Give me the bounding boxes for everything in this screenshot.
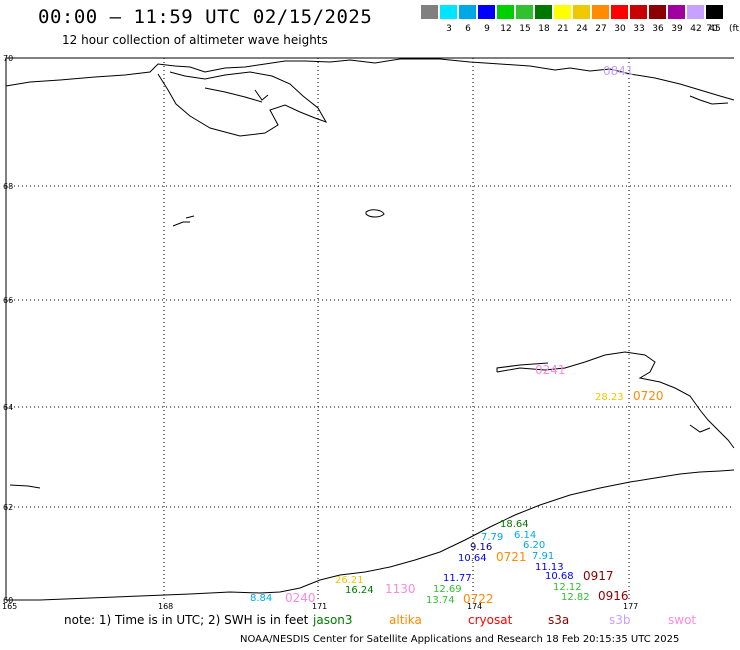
scale-swatch (630, 5, 647, 19)
latitude-label: 64 (3, 403, 13, 412)
wave-height-label: 0917 (583, 569, 614, 583)
scale-swatch (611, 5, 628, 19)
mission-altika: altika (389, 613, 422, 627)
scale-label: 12 (500, 24, 512, 34)
scale-swatch (497, 5, 514, 19)
wave-height-label: 18.64 (500, 519, 529, 530)
scale-swatch (687, 5, 704, 19)
scale-label: 36 (652, 24, 664, 34)
scale-swatch (421, 5, 438, 19)
scale-label: 15 (519, 24, 531, 34)
map-frame (5, 57, 734, 600)
mission-s3b: s3b (609, 613, 631, 627)
wave-height-label: 10.68 (545, 571, 574, 582)
wave-height-label: 13.74 (426, 595, 455, 606)
scale-label: 9 (484, 24, 490, 34)
scale-label: 3 (446, 24, 452, 34)
scale-label: 39 (671, 24, 683, 34)
scale-swatch (592, 5, 609, 19)
wave-height-label: 0841 (603, 64, 634, 78)
scale-swatch (706, 5, 723, 19)
wave-height-label: 0241 (535, 363, 566, 377)
footnote: note: 1) Time is in UTC; 2) SWH is in fe… (64, 613, 309, 627)
scale-label: 21 (557, 24, 569, 34)
credit-line: NOAA/NESDIS Center for Satellite Applica… (240, 634, 680, 645)
scale-label: 33 (633, 24, 645, 34)
scale-label: 30 (614, 24, 626, 34)
scale-label: 70 (706, 24, 718, 34)
wave-height-label: 28.23 (595, 392, 624, 403)
scale-swatch (649, 5, 666, 19)
scale-swatch (535, 5, 552, 19)
scale-swatch (516, 5, 533, 19)
wave-height-label: 7.79 (481, 532, 503, 543)
wave-height-label: 0240 (285, 591, 316, 605)
wave-height-label: 16.24 (345, 585, 374, 596)
scale-swatch (440, 5, 457, 19)
wave-height-label: 6.14 (514, 530, 536, 541)
wave-height-label: 7.91 (532, 551, 554, 562)
latitude-label: 68 (3, 182, 13, 191)
mission-jason3: jason3 (313, 613, 353, 627)
wave-height-label: 0721 (496, 550, 527, 564)
scale-swatch (459, 5, 476, 19)
scale-swatch (554, 5, 571, 19)
wave-height-label: 9.16 (470, 542, 492, 553)
longitude-label: 177 (623, 602, 638, 611)
wave-height-label: 26.21 (335, 575, 364, 586)
latitude-label: 60 (3, 596, 13, 605)
longitude-label: 171 (312, 602, 327, 611)
scale-label: 6 (465, 24, 471, 34)
longitude-label: 168 (158, 602, 173, 611)
longitude-label: 174 (467, 602, 482, 611)
wave-height-label: 12.69 (433, 584, 462, 595)
wave-height-label: 12.12 (553, 582, 582, 593)
units-label: (ft) (729, 24, 740, 34)
wave-height-label: 0720 (633, 389, 664, 403)
wave-height-label: 6.20 (523, 540, 545, 551)
mission-s3a: s3a (548, 613, 570, 627)
mission-cryosat: cryosat (468, 613, 513, 627)
latitude-label: 66 (3, 296, 13, 305)
mission-swot: swot (668, 613, 697, 627)
scale-label: 18 (538, 24, 550, 34)
scale-label: 42 (690, 24, 702, 34)
chart-subtitle: 12 hour collection of altimeter wave hei… (62, 33, 328, 47)
wave-height-label: 8.84 (250, 593, 272, 604)
wave-observation-labels: 0841 0241 0720 28.23 18.64 7.79 6.14 9.16 6.20 10… (250, 64, 664, 606)
wave-height-label: 1130 (385, 582, 416, 596)
scale-label: 27 (595, 24, 607, 34)
scale-label: 45 (709, 24, 721, 34)
chart-title: 00:00 – 11:59 UTC 02/15/2025 (38, 6, 373, 28)
lat-lon-grid (6, 57, 734, 600)
longitude-label: 165 (2, 602, 17, 611)
scale-swatch (668, 5, 685, 19)
wave-height-label: 12.82 (561, 592, 590, 603)
latitude-label: 70 (3, 54, 13, 63)
scale-label: 24 (576, 24, 588, 34)
latitude-label: 62 (3, 503, 13, 512)
scale-swatch (478, 5, 495, 19)
scale-swatch (573, 5, 590, 19)
wave-height-label: 11.13 (535, 562, 564, 573)
wave-height-label: 0722 (463, 592, 494, 606)
coastline (5, 58, 735, 601)
wave-height-label: 11.77 (443, 573, 472, 584)
wave-height-label: 10.64 (458, 553, 487, 564)
wave-height-label: 0916 (598, 589, 629, 603)
